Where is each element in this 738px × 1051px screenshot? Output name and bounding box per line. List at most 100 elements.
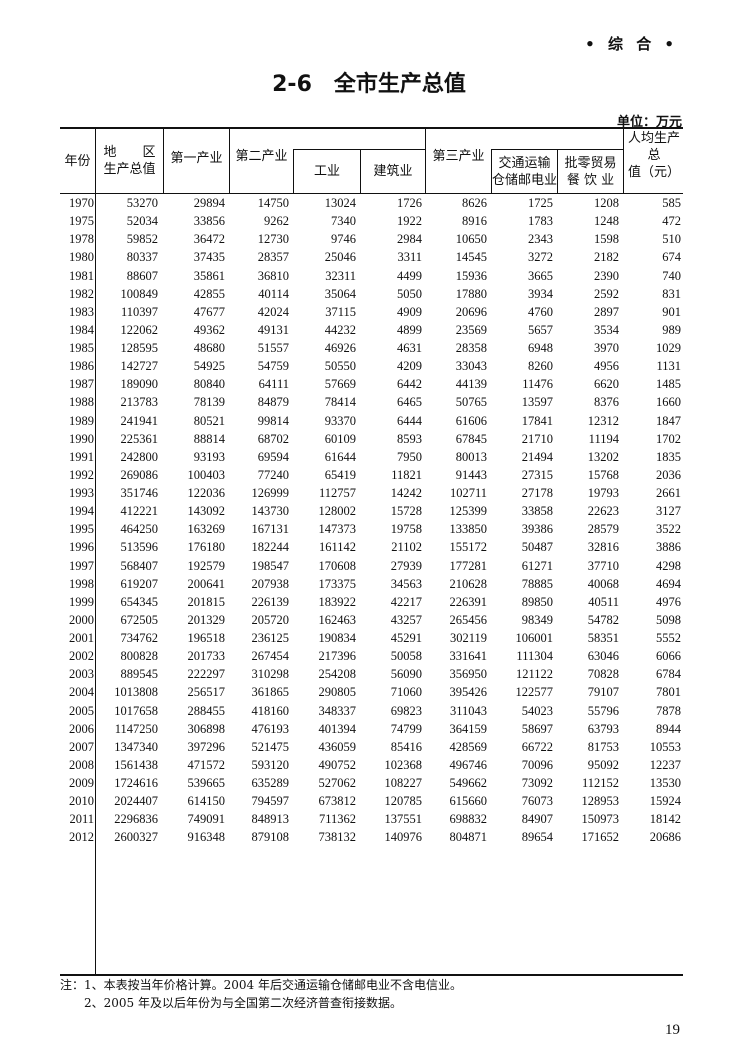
cell-retail: 2182 [594, 250, 619, 265]
cell-year: 2005 [69, 703, 94, 718]
cell-secondary: 49131 [257, 322, 289, 337]
cell-secondary: 77240 [257, 467, 289, 482]
cell-transport: 33858 [521, 504, 553, 519]
cell-per-capita: 472 [662, 214, 681, 229]
cell-industry: 60109 [324, 431, 356, 446]
cell-primary: 201733 [187, 649, 226, 664]
cell-secondary: 848913 [251, 812, 290, 827]
cell-per-capita: 10553 [649, 739, 681, 754]
cell-secondary: 476193 [251, 721, 290, 736]
cell-retail: 63046 [587, 649, 619, 664]
cell-primary: 916348 [187, 830, 226, 845]
cell-primary: 614150 [187, 794, 226, 809]
cell-secondary: 226139 [251, 594, 290, 609]
cell-construction: 5050 [397, 286, 422, 301]
cell-transport: 106001 [515, 631, 554, 645]
cell-construction: 19758 [390, 522, 422, 537]
cell-industry: 527062 [318, 776, 357, 790]
cell-per-capita: 4976 [656, 594, 681, 609]
cell-gdp: 88607 [126, 268, 158, 283]
table-top-rule [60, 127, 683, 129]
cell-transport: 84907 [521, 812, 553, 827]
cell-secondary: 418160 [251, 703, 290, 718]
cell-secondary: 84879 [257, 395, 289, 410]
cell-construction: 71060 [390, 685, 422, 700]
cell-tertiary: 302119 [449, 631, 487, 645]
cell-secondary: 68702 [257, 431, 289, 446]
cell-per-capita: 2036 [656, 467, 681, 482]
cell-construction: 27939 [390, 558, 422, 573]
cell-year: 1998 [69, 576, 94, 591]
header-per-capita-line2: 值（元） [627, 164, 680, 180]
cell-transport: 58697 [521, 721, 553, 736]
cell-secondary: 593120 [251, 757, 290, 772]
cell-year: 2008 [69, 757, 94, 772]
cell-construction: 3311 [397, 250, 422, 265]
header-industry: 工业 [313, 164, 340, 179]
cell-industry: 57669 [324, 377, 356, 392]
cell-tertiary: 177281 [449, 558, 488, 573]
cell-transport: 5657 [528, 322, 553, 337]
cell-per-capita: 901 [662, 304, 681, 319]
cell-gdp: 80337 [126, 250, 158, 265]
cell-primary: 37435 [193, 250, 225, 265]
cell-tertiary: 20696 [455, 304, 487, 319]
cell-year: 1986 [69, 359, 94, 374]
table-row: 1984 122062 49362 49131 44232 4899 23569 5657 35… [60, 322, 683, 340]
cell-gdp: 568407 [120, 558, 159, 573]
cell-construction: 6444 [397, 413, 422, 428]
cell-gdp: 100849 [120, 286, 159, 301]
cell-tertiary: 331641 [449, 649, 488, 664]
cell-industry: 128002 [318, 504, 357, 519]
cell-industry: 173375 [318, 576, 357, 591]
cell-year: 2011 [69, 812, 94, 827]
cell-industry: 65419 [324, 467, 356, 482]
cell-per-capita: 1131 [656, 359, 681, 374]
cell-gdp: 189090 [120, 377, 159, 392]
header-gdp-line2: 生产总值 [103, 162, 156, 177]
cell-transport: 27315 [521, 467, 553, 482]
header-year: 年份 [64, 153, 91, 169]
cell-construction: 4899 [397, 322, 422, 337]
cell-primary: 88814 [193, 431, 225, 446]
table-row: 1994 412221 143092 143730 128002 15728 125399 3… [60, 503, 683, 521]
cell-per-capita: 989 [662, 322, 681, 337]
cell-per-capita: 4694 [656, 576, 681, 591]
cell-tertiary: 698832 [449, 812, 488, 827]
cell-construction: 120785 [384, 794, 423, 809]
cell-gdp: 269086 [120, 467, 159, 482]
cell-construction: 4209 [397, 359, 422, 374]
cell-tertiary: 364159 [449, 721, 488, 736]
table-row: 1992 269086 100403 77240 65419 11821 91443 2731… [60, 467, 683, 485]
cell-construction: 8593 [397, 431, 422, 446]
cell-tertiary: 133850 [449, 522, 488, 537]
cell-gdp: 213783 [120, 395, 159, 410]
cell-gdp: 1724616 [114, 776, 158, 790]
cell-tertiary: 15936 [455, 268, 487, 283]
table-row: 2000 672505 201329 205720 162463 43257 265456 9… [60, 612, 683, 630]
cell-primary: 122036 [187, 486, 226, 500]
cell-year: 2006 [69, 721, 94, 736]
cell-per-capita: 740 [662, 268, 681, 283]
cell-tertiary: 80013 [455, 449, 487, 464]
cell-construction: 11821 [391, 467, 422, 482]
cell-gdp: 2600327 [114, 830, 158, 845]
cell-secondary: 36810 [257, 268, 289, 283]
header-divider [623, 128, 624, 193]
cell-transport: 1783 [528, 214, 553, 229]
cell-tertiary: 14545 [455, 250, 487, 265]
cell-tertiary: 102711 [449, 486, 487, 500]
cell-retail: 171652 [581, 830, 620, 845]
cell-primary: 80840 [193, 377, 225, 392]
cell-retail: 15768 [587, 467, 619, 482]
cell-retail: 40511 [588, 594, 619, 609]
header-retail-line2: 餐 饮 业 [566, 172, 615, 188]
cell-industry: 147373 [318, 522, 357, 537]
header-tertiary: 第三产业 [432, 148, 485, 164]
cell-gdp: 672505 [120, 612, 159, 627]
header-divider [557, 149, 558, 193]
cell-year: 2009 [69, 776, 94, 790]
cell-year: 1975 [69, 214, 94, 229]
header-per-capita: 人均生产总 值（元） [624, 129, 684, 181]
cell-per-capita: 2661 [656, 486, 681, 500]
